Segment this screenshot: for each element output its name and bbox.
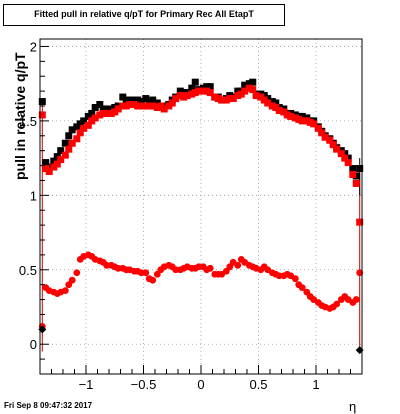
series-1-point (53, 160, 61, 168)
series-1-point (229, 95, 237, 103)
series-1-point (45, 168, 53, 176)
series-1-point (114, 105, 122, 113)
series-1-point (333, 145, 341, 153)
series-1-point (264, 99, 272, 107)
series-1-point (249, 86, 257, 94)
series-2-point (234, 261, 242, 269)
series-1-point (65, 145, 73, 153)
series-2-point (61, 287, 69, 295)
y-axis: 0 0.5 1 1.5 2 (19, 39, 49, 360)
series-2-point (149, 276, 157, 284)
series-2-point (142, 269, 150, 277)
series-0-point (88, 109, 96, 117)
series-1-point (337, 150, 345, 158)
y-tick-label: 0.5 (19, 263, 37, 278)
series-1-point (168, 99, 176, 107)
series-1-point (275, 106, 283, 114)
series-1-point (91, 114, 99, 122)
data-marks (38, 78, 364, 355)
series-1-point (206, 89, 214, 97)
series-1-point (252, 92, 260, 100)
series-1-point (76, 129, 84, 137)
series-1-point (241, 87, 249, 95)
x-tick-label: 1 (312, 377, 319, 392)
series-1-point (329, 141, 337, 149)
series-2-point (291, 275, 299, 283)
series-1-point (183, 92, 191, 100)
chart-title-box: Fitted pull in relative q/pT for Primary… (3, 4, 285, 26)
series-1-point (149, 102, 157, 110)
x-axis-label: η (349, 399, 357, 414)
series-1-point (314, 124, 322, 132)
series-1-point (341, 154, 349, 162)
series-0-point (80, 117, 88, 125)
series-1-point (57, 156, 65, 164)
series-1-point (218, 96, 226, 104)
series-0-point (349, 165, 357, 173)
series-1-point (352, 179, 360, 187)
series-1-point (356, 218, 364, 226)
series-1-point (160, 105, 168, 113)
series-0-point (38, 98, 46, 106)
series-0-point (61, 139, 69, 147)
series-1-point (326, 136, 334, 144)
series-1-point (73, 135, 81, 143)
series-2-point (298, 284, 306, 292)
series-0-point (249, 78, 257, 86)
series-0-point (42, 159, 50, 167)
series-0-point (103, 105, 111, 113)
chart-title: Fitted pull in relative q/pT for Primary… (34, 9, 254, 19)
x-tick-label: 0.5 (249, 377, 267, 392)
series-1-point (344, 159, 352, 167)
series-1-point (298, 117, 306, 125)
series-1-point (310, 120, 318, 128)
series-0-point (137, 98, 145, 106)
series-1-point (84, 121, 92, 129)
x-axis: −1 −0.5 0 0.5 1 (51, 365, 351, 392)
series-2-point (356, 269, 364, 277)
series-0-point (241, 81, 249, 89)
series-2-point (73, 269, 81, 277)
series-1-point (172, 95, 180, 103)
series-1-point (80, 124, 88, 132)
series-2-point (333, 300, 341, 308)
series-2-point (68, 276, 76, 284)
y-tick-label: 0 (30, 337, 37, 352)
timestamp: Fri Sep 8 09:47:32 2017 (4, 401, 93, 410)
series-1-point (68, 139, 76, 147)
series-1-point (137, 102, 145, 110)
y-tick-label: 1 (30, 188, 37, 203)
y-axis-label: pull in relative q/pT (12, 52, 28, 180)
series-1-point (38, 111, 46, 119)
series-1-point (103, 109, 111, 117)
y-tick-label: 2 (30, 39, 37, 54)
x-tick-label: −1 (79, 377, 94, 392)
series-0-point (68, 126, 76, 134)
x-tick-label: −0.5 (131, 377, 157, 392)
series-0-point (356, 165, 364, 173)
series-1-point (61, 151, 69, 159)
y-tick-label: 1.5 (19, 114, 37, 129)
series-1-point (195, 87, 203, 95)
series-2-point (206, 264, 214, 272)
series-0-point (126, 96, 134, 104)
error-bars (41, 98, 361, 352)
series-1-point (349, 170, 357, 178)
series-0-point (142, 95, 150, 103)
x-tick-label: 0 (197, 377, 204, 392)
series-0-point (149, 96, 157, 104)
series-0-point (96, 101, 104, 109)
series-0-point (191, 78, 199, 86)
series-1-point (126, 101, 134, 109)
series-1-point (321, 133, 329, 141)
series-1-point (318, 129, 326, 137)
series-0-point (91, 103, 99, 111)
series-0-point (57, 147, 65, 155)
series-1-point (287, 112, 295, 120)
series-2-point (352, 296, 360, 303)
series-0-point (188, 84, 196, 92)
series-0-point (206, 83, 214, 91)
series-0-point (65, 132, 73, 140)
